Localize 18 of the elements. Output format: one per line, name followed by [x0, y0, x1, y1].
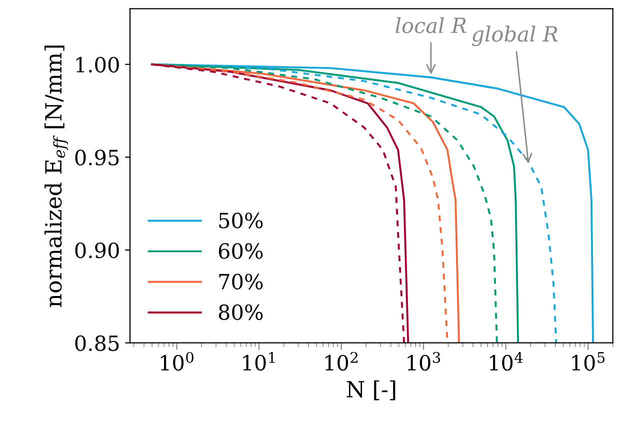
- y-tick-label: 0.85: [75, 335, 119, 352]
- x-tick-label: 10$^{5}$: [572, 352, 605, 371]
- x-tick-label: 10$^{1}$: [243, 352, 275, 371]
- y-tick-label: 0.95: [75, 150, 119, 166]
- legend-label: 50%: [219, 212, 263, 228]
- x-tick-label: 10$^{3}$: [408, 352, 440, 371]
- x-axis-title: N [-]: [346, 380, 396, 400]
- annotation: global R: [472, 26, 558, 46]
- y-tick-label: 1.00: [76, 56, 119, 73]
- x-tick-label: 10$^{2}$: [325, 352, 358, 371]
- y-axis-title: normalized E$_{eff}$ [N/mm]: [44, 46, 68, 308]
- x-tick-label: 10$^{0}$: [160, 352, 194, 371]
- legend-label: 80%: [218, 304, 263, 320]
- y-tick-label: 0.90: [75, 242, 119, 258]
- legend-label: 60%: [218, 243, 263, 259]
- legend-label: 70%: [219, 274, 263, 290]
- annotation: local R: [396, 17, 466, 34]
- x-tick-label: 10$^{4}$: [490, 352, 523, 371]
